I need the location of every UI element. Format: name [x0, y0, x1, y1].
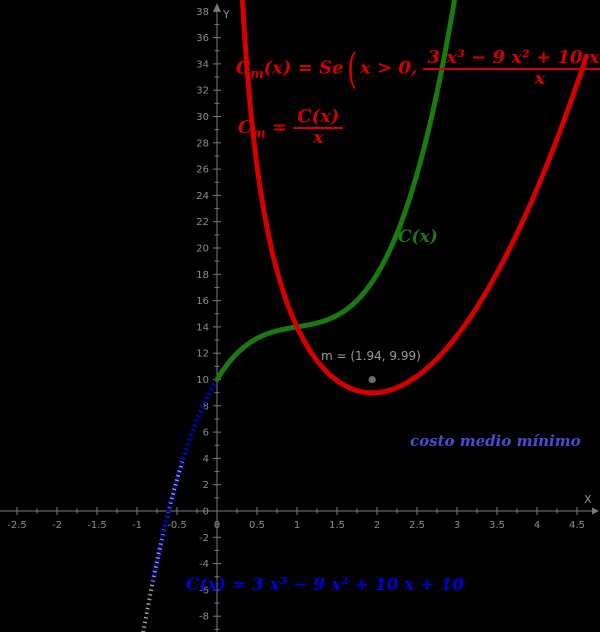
y-tick-label: 6 — [203, 428, 209, 439]
x-tick-label: 4.5 — [569, 520, 585, 531]
y-tick-label: 24 — [196, 191, 209, 202]
y-tick-label: -8 — [199, 612, 209, 623]
x-tick-label: -1.5 — [87, 520, 107, 531]
y-tick-label: 32 — [196, 86, 209, 97]
cm-equals: = — [297, 57, 313, 79]
label-cubic-definition: C(x) = 3 x³ − 9 x² + 10 x + 10 — [186, 575, 465, 595]
cm-short-sub: m — [252, 125, 266, 141]
cm-short-fraction: C(x) x — [293, 106, 344, 148]
x-tick-label: -0.5 — [167, 520, 187, 531]
cm-numerator: 3 x³ − 9 x² + 10 x + 10 — [427, 46, 600, 68]
cm-cmd: Se — [319, 57, 344, 79]
cm-sub: m — [250, 66, 264, 82]
curve-average-cost-red — [239, 0, 589, 396]
cm-fraction: 3 x³ − 9 x² + 10 x + 10 x — [423, 46, 600, 89]
x-tick-label: -2 — [52, 520, 62, 531]
axes-group: XY — [0, 3, 599, 632]
y-tick-label: 38 — [196, 7, 209, 18]
label-min-point: m = (1.94, 9.99) — [321, 349, 421, 363]
x-tick-label: 3 — [454, 520, 460, 531]
curve-cost-green — [214, 0, 458, 382]
x-tick-label: 2 — [374, 520, 380, 531]
y-tick-label: 36 — [196, 33, 209, 44]
x-tick-label: 3.5 — [489, 520, 505, 531]
cm-denominator: x — [423, 67, 600, 89]
cm-condition: x > 0, — [360, 57, 418, 79]
x-tick-label: 0.5 — [249, 520, 265, 531]
x-tick-label: 2.5 — [409, 520, 425, 531]
x-tick-label: 1.5 — [329, 520, 345, 531]
y-tick-label: 30 — [196, 112, 209, 123]
label-cm-short: Cm = C(x) x — [238, 106, 344, 148]
y-tick-label: -6 — [199, 585, 209, 596]
y-tick-label: -4 — [199, 559, 209, 570]
y-tick-label: 8 — [203, 401, 209, 412]
cm-short-numerator: C(x) — [297, 106, 340, 127]
y-tick-label: 16 — [196, 296, 209, 307]
x-tick-label: -1 — [132, 520, 142, 531]
label-minimum-note: costo medio mínimo — [410, 432, 581, 450]
y-tick-label: 22 — [196, 217, 209, 228]
x-tick-label: 4 — [534, 520, 540, 531]
cm-arg: (x) — [263, 57, 292, 79]
y-tick-label: 14 — [196, 322, 209, 333]
y-tick-label: 12 — [196, 349, 209, 360]
x-tick-label: 0 — [214, 520, 220, 531]
cm-short-equals: = — [271, 116, 288, 138]
y-tick-label: 10 — [196, 375, 209, 386]
curve-cubic-grey-dotted — [141, 457, 186, 632]
paren-open-icon: ( — [346, 44, 357, 93]
x-axis-name: X — [584, 493, 592, 506]
point-minimum[interactable] — [368, 376, 376, 384]
x-tick-label: 1 — [294, 520, 300, 531]
y-tick-label: 4 — [203, 454, 209, 465]
y-tick-group: 38363432302826242220181614121086420-2-4-… — [196, 7, 221, 630]
label-cost-curve: C(x) — [398, 227, 438, 247]
curves-group — [141, 0, 589, 632]
cm-fn: C — [236, 57, 251, 79]
y-tick-label: 0 — [203, 507, 209, 518]
y-tick-label: 34 — [196, 59, 209, 70]
cm-short-lhs: C — [238, 116, 253, 138]
label-cm-definition: Cm(x) = Se(x > 0, 3 x³ − 9 x² + 10 x + 1… — [236, 44, 600, 93]
y-tick-label: -2 — [199, 533, 209, 544]
cm-short-denominator: x — [293, 126, 344, 148]
y-tick-label: 2 — [203, 480, 209, 491]
y-tick-label: 28 — [196, 138, 209, 149]
y-tick-label: 26 — [196, 165, 209, 176]
y-tick-label: 18 — [196, 270, 209, 281]
x-tick-label: -2.5 — [7, 520, 27, 531]
y-tick-label: 20 — [196, 244, 209, 255]
y-axis-name: Y — [222, 8, 230, 21]
curve-cubic-blue-dotted — [150, 377, 220, 582]
